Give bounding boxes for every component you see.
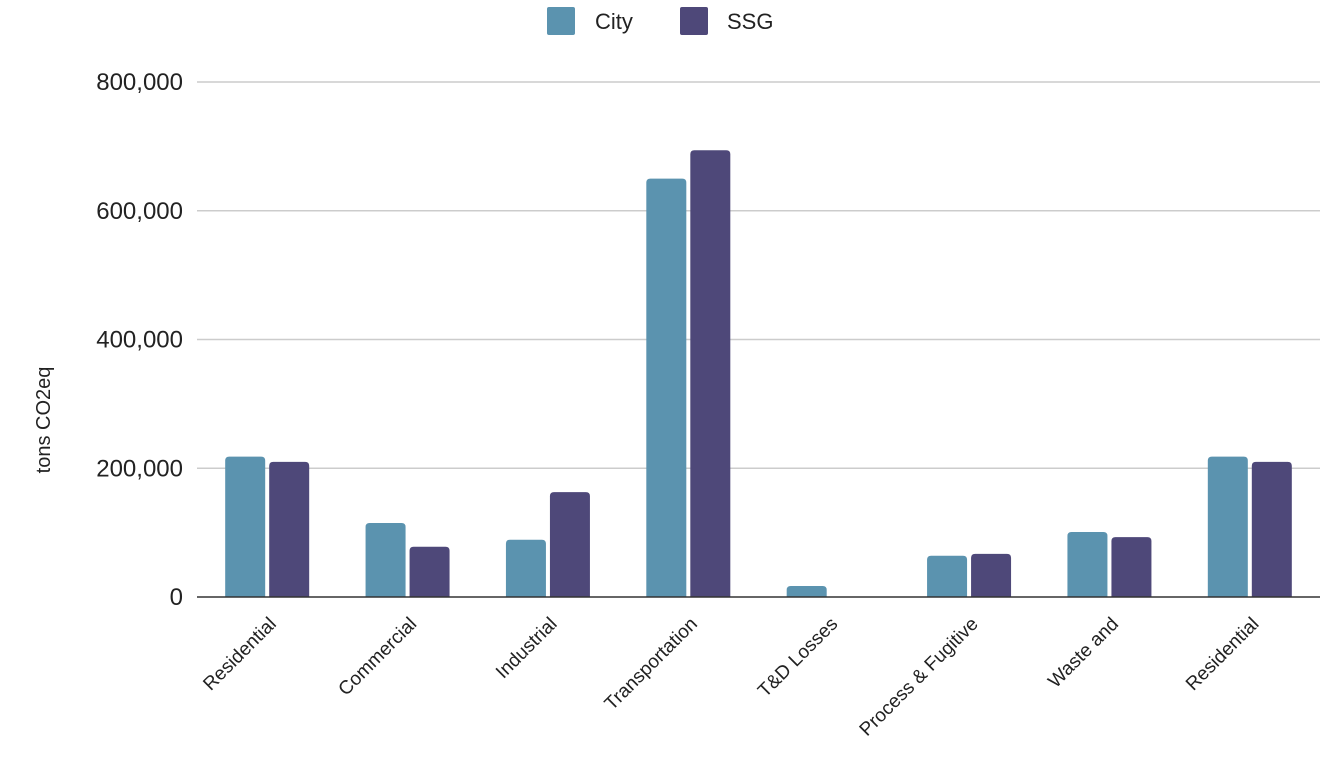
legend-swatch-city [547, 7, 575, 35]
x-tick-label: Commercial [335, 614, 422, 701]
gridlines [197, 82, 1320, 468]
y-tick-label: 600,000 [96, 198, 183, 225]
bar-ssg-2 [550, 492, 590, 597]
bar-city-4 [787, 586, 827, 597]
bar-city-0 [225, 457, 265, 597]
bar-city-6 [1067, 532, 1107, 597]
y-axis-label: tons CO2eq [33, 367, 55, 474]
x-tick-label: Residential [1182, 614, 1263, 695]
bar-ssg-5 [971, 554, 1011, 597]
x-tick-label: Waste and [1044, 614, 1123, 693]
legend-swatch-ssg [680, 7, 708, 35]
bar-city-7 [1208, 457, 1248, 597]
x-tick-label: Transportation [601, 614, 702, 715]
x-tick-label: Process & Fugitive [856, 614, 983, 741]
y-tick-label: 400,000 [96, 327, 183, 354]
x-tick-label: T&D Losses [754, 614, 842, 702]
y-tick-label: 200,000 [96, 455, 183, 482]
bar-ssg-7 [1252, 462, 1292, 597]
bar-city-2 [506, 540, 546, 597]
bar-ssg-6 [1111, 537, 1151, 597]
x-tick-label: Industrial [492, 614, 561, 683]
bar-ssg-3 [690, 150, 730, 597]
bar-city-3 [646, 179, 686, 597]
bar-ssg-1 [410, 547, 450, 597]
bar-city-5 [927, 556, 967, 597]
y-tick-label: 800,000 [96, 69, 183, 96]
x-axis-ticks: Residential Commercial Industrial Transport… [199, 614, 1263, 741]
legend-label-city: City [595, 9, 633, 34]
legend: City SSG [547, 7, 773, 35]
y-axis-ticks: 0 200,000 400,000 600,000 800,000 [96, 69, 183, 611]
y-tick-label: 0 [170, 584, 183, 611]
legend-label-ssg: SSG [727, 9, 773, 34]
bar-city-1 [366, 523, 406, 597]
bar-ssg-0 [269, 462, 309, 597]
x-tick-label: Residential [199, 614, 280, 695]
bars [225, 150, 1292, 597]
